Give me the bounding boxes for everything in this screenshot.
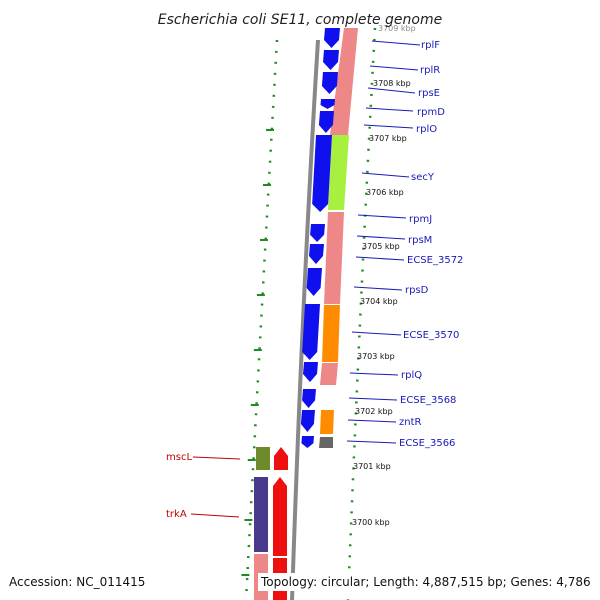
lime-segment xyxy=(328,135,349,210)
leader-line xyxy=(353,286,403,291)
leader-line xyxy=(365,107,414,112)
orange-segment-2 xyxy=(320,410,334,434)
gene-label-ecse-3572: ECSE_3572 xyxy=(407,255,463,266)
gene-labels-left: mscL trkA xyxy=(166,452,241,520)
blue-gene-arrow xyxy=(318,111,334,133)
blue-gene-track xyxy=(300,28,340,448)
blue-gene-arrow xyxy=(302,389,316,408)
gene-labels-right: rplF rplR rpsE rpmD rplO secY rpmJ rpsM … xyxy=(399,40,463,449)
blue-gene-arrow xyxy=(310,224,325,242)
mscl-gene-block xyxy=(256,447,270,470)
blue-gene-arrow xyxy=(302,304,320,360)
summary-text: Topology: circular; Length: 4,887,515 bp… xyxy=(260,575,591,589)
salmon-track-low xyxy=(320,363,338,385)
gene-label-secy: secY xyxy=(411,172,435,183)
leader-line xyxy=(363,124,414,129)
leader-line xyxy=(351,331,402,336)
gene-label-rplf: rplF xyxy=(421,40,440,51)
leader-line xyxy=(369,65,419,71)
mscl-red-arrow xyxy=(274,447,288,470)
gene-label-mscl: mscL xyxy=(166,452,192,463)
blue-gene-arrow xyxy=(303,362,318,382)
kbp-label: 3709 kbp xyxy=(378,24,416,33)
blue-gene-arrow xyxy=(306,268,322,296)
gene-label-rpmj: rpmJ xyxy=(409,214,432,225)
salmon-track-mid xyxy=(324,212,344,304)
kbp-label: 3708 kbp xyxy=(373,79,411,88)
kbp-label: 3704 kbp xyxy=(360,297,398,306)
gene-label-rpsm: rpsM xyxy=(408,235,432,246)
leader-line xyxy=(347,419,397,423)
leader-line xyxy=(192,456,241,460)
leader-line xyxy=(371,40,421,46)
accession-text: Accession: NC_011415 xyxy=(9,575,145,589)
leader-line xyxy=(355,256,405,261)
leader-line xyxy=(349,372,399,376)
gene-label-zntr: zntR xyxy=(399,417,422,428)
gene-label-rpmd: rpmD xyxy=(417,107,445,118)
kbp-label: 3707 kbp xyxy=(369,134,407,143)
kbp-label: 3700 kbp xyxy=(352,518,390,527)
blue-gene-arrow xyxy=(321,72,338,94)
outer-ticks xyxy=(241,129,275,576)
gene-label-rplq: rplQ xyxy=(401,370,422,381)
leader-line xyxy=(367,87,416,94)
salmon-track-top xyxy=(330,28,358,135)
gene-label-ecse-3570: ECSE_3570 xyxy=(403,330,459,341)
blue-gene-arrow xyxy=(312,135,332,212)
orange-segment-1 xyxy=(322,305,340,362)
trka-gene-block xyxy=(254,477,268,552)
kbp-scale: 3709 kbp 3708 kbp 3707 kbp 3706 kbp 3705… xyxy=(352,24,416,527)
leader-line xyxy=(356,235,406,240)
blue-gene-arrow xyxy=(301,436,314,448)
leader-line xyxy=(348,397,398,401)
gene-label-rpsd: rpsD xyxy=(405,285,429,296)
gene-label-trka: trkA xyxy=(166,509,187,520)
rna-track xyxy=(319,28,358,448)
genome-title: Escherichia coli SE11, complete genome xyxy=(158,12,442,28)
kbp-label: 3705 kbp xyxy=(362,242,400,251)
blue-gene-arrow xyxy=(300,410,315,432)
gene-label-rplr: rplR xyxy=(420,65,440,76)
leader-line xyxy=(346,440,397,444)
kbp-label: 3706 kbp xyxy=(366,188,404,197)
leader-line xyxy=(357,214,407,219)
gene-label-rpse: rpsE xyxy=(418,88,440,99)
dotted-track-inner xyxy=(346,27,377,600)
gene-leader-lines-right xyxy=(346,40,421,444)
footer-summary-bg xyxy=(258,573,592,591)
kbp-label: 3701 kbp xyxy=(353,462,391,471)
blue-gene-arrow xyxy=(324,28,340,48)
blue-gene-arrow xyxy=(320,99,335,109)
kbp-label: 3702 kbp xyxy=(355,407,393,416)
blue-gene-arrow xyxy=(309,244,324,264)
gene-label-rplo: rplO xyxy=(416,124,437,135)
trka-red-arrow xyxy=(273,477,287,556)
gene-label-ecse-3568: ECSE_3568 xyxy=(400,395,456,406)
gene-label-ecse-3566: ECSE_3566 xyxy=(399,438,455,449)
genome-backbone xyxy=(290,39,320,600)
leader-line xyxy=(361,172,410,178)
leader-line xyxy=(190,513,240,518)
blue-gene-arrow xyxy=(323,50,339,70)
kbp-label: 3703 kbp xyxy=(357,352,395,361)
gray-segment xyxy=(319,437,333,448)
